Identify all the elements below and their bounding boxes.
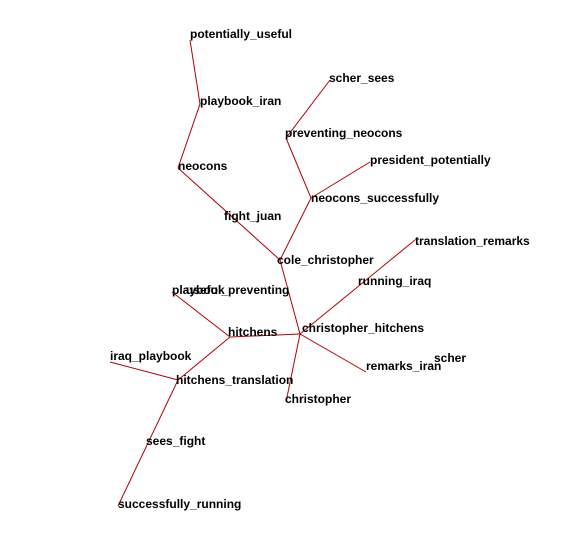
node-label-neocons_successfully: neocons_successfully xyxy=(311,191,439,205)
edge-preventing_neocons-neocons_successfully xyxy=(285,137,312,199)
edge-hitchens-hitchens_translation xyxy=(177,336,231,381)
edge-president_potentially-neocons_successfully xyxy=(310,161,371,199)
node-label-christopher_hitchens: christopher_hitchens xyxy=(302,321,424,335)
edge-scher_sees-preventing_neocons xyxy=(285,79,331,139)
node-label-scher_sees: scher_sees xyxy=(329,71,395,85)
edge-iraq_playbook-hitchens_translation xyxy=(109,361,179,381)
edge-christopher_hitchens-remarks_iran xyxy=(299,333,367,373)
node-label-preventing_neocons: preventing_neocons xyxy=(285,126,403,140)
edge-neocons_successfully-cole_christopher xyxy=(279,197,312,261)
node-label-scher: scher xyxy=(434,351,466,365)
node-label-useful_preventing: useful_preventing xyxy=(186,283,289,297)
edge-playbook_iran-neocons xyxy=(177,103,201,169)
edge-christopher_hitchens-christopher xyxy=(285,333,301,403)
edge-playbook-hitchens xyxy=(171,291,231,338)
node-label-cole_christopher: cole_christopher xyxy=(277,253,374,267)
node-label-hitchens_translation: hitchens_translation xyxy=(176,373,293,387)
edge-cole_christopher-christopher_hitchens xyxy=(279,259,301,335)
node-label-playbook_iran: playbook_iran xyxy=(200,94,281,108)
node-label-running_iraq: running_iraq xyxy=(358,274,431,288)
edge-hitchens_translation-successfully_running xyxy=(117,379,179,507)
node-label-president_potentially: president_potentially xyxy=(370,153,491,167)
node-label-remarks_iran: remarks_iran xyxy=(366,359,441,373)
node-label-successfully_running: successfully_running xyxy=(118,497,241,511)
edge-potentially_useful-playbook_iran xyxy=(189,39,201,105)
node-label-hitchens: hitchens xyxy=(228,325,278,339)
graph-edges xyxy=(109,39,416,507)
node-label-translation_remarks: translation_remarks xyxy=(415,234,530,248)
node-label-iraq_playbook: iraq_playbook xyxy=(110,349,192,363)
node-label-fight_juan: fight_juan xyxy=(224,209,281,223)
node-label-potentially_useful: potentially_useful xyxy=(190,27,292,41)
edge-neocons-cole_christopher xyxy=(177,167,281,261)
edge-translation_remarks-christopher_hitchens xyxy=(299,239,416,335)
node-label-neocons: neocons xyxy=(178,159,228,173)
edge-christopher_hitchens-hitchens xyxy=(229,333,301,338)
node-label-playbook: playbook xyxy=(172,283,225,297)
node-label-sees_fight: sees_fight xyxy=(146,434,205,448)
node-label-christopher: christopher xyxy=(285,392,351,406)
